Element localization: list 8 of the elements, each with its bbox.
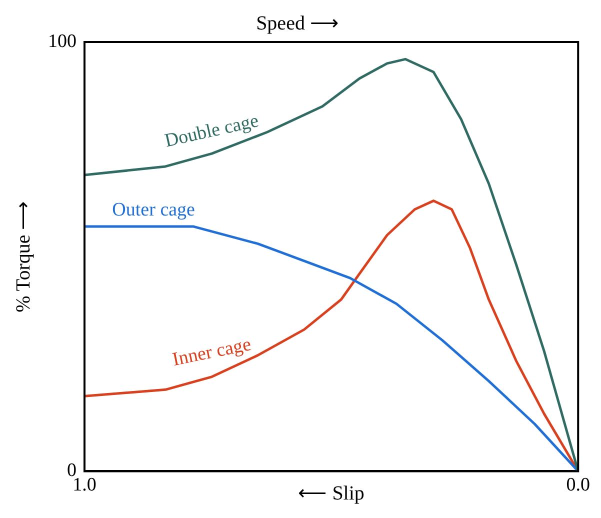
y-tick-label: 100 — [48, 30, 76, 52]
x-tick-label: 0.0 — [566, 474, 590, 496]
series-label: Outer cage — [112, 200, 195, 221]
text: Inner cage — [170, 334, 253, 370]
chart-title: Speed ⟶ — [256, 12, 339, 34]
x-axis-title: ⟵ Slip — [298, 482, 364, 504]
text: Double cage — [162, 110, 261, 152]
y-axis-title: % Torque ⟶ — [12, 200, 34, 312]
